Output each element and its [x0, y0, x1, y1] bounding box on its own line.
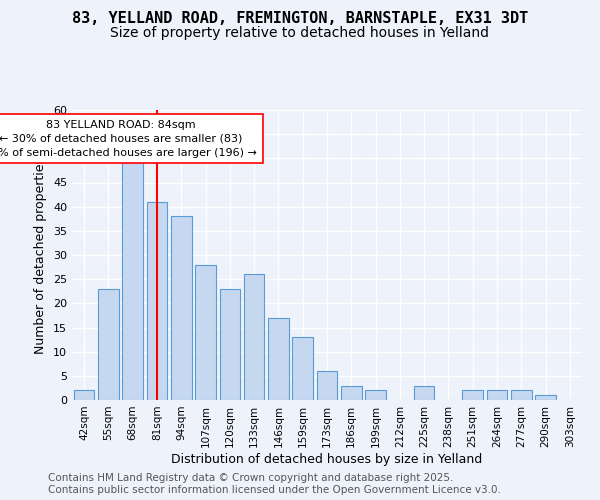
Bar: [244, 274, 265, 400]
Bar: [365, 390, 386, 400]
Bar: [98, 289, 119, 400]
Bar: [171, 216, 191, 400]
Text: Size of property relative to detached houses in Yelland: Size of property relative to detached ho…: [110, 26, 490, 40]
Bar: [268, 318, 289, 400]
Bar: [317, 371, 337, 400]
Bar: [74, 390, 94, 400]
Bar: [414, 386, 434, 400]
Bar: [511, 390, 532, 400]
X-axis label: Distribution of detached houses by size in Yelland: Distribution of detached houses by size …: [172, 452, 482, 466]
Bar: [122, 158, 143, 400]
Bar: [487, 390, 508, 400]
Text: 83 YELLAND ROAD: 84sqm
← 30% of detached houses are smaller (83)
70% of semi-det: 83 YELLAND ROAD: 84sqm ← 30% of detached…: [0, 120, 257, 158]
Bar: [195, 264, 216, 400]
Bar: [463, 390, 483, 400]
Y-axis label: Number of detached properties: Number of detached properties: [34, 156, 47, 354]
Text: 83, YELLAND ROAD, FREMINGTON, BARNSTAPLE, EX31 3DT: 83, YELLAND ROAD, FREMINGTON, BARNSTAPLE…: [72, 11, 528, 26]
Bar: [220, 289, 240, 400]
Bar: [341, 386, 362, 400]
Bar: [146, 202, 167, 400]
Bar: [292, 337, 313, 400]
Text: Contains HM Land Registry data © Crown copyright and database right 2025.
Contai: Contains HM Land Registry data © Crown c…: [48, 474, 501, 495]
Bar: [535, 395, 556, 400]
